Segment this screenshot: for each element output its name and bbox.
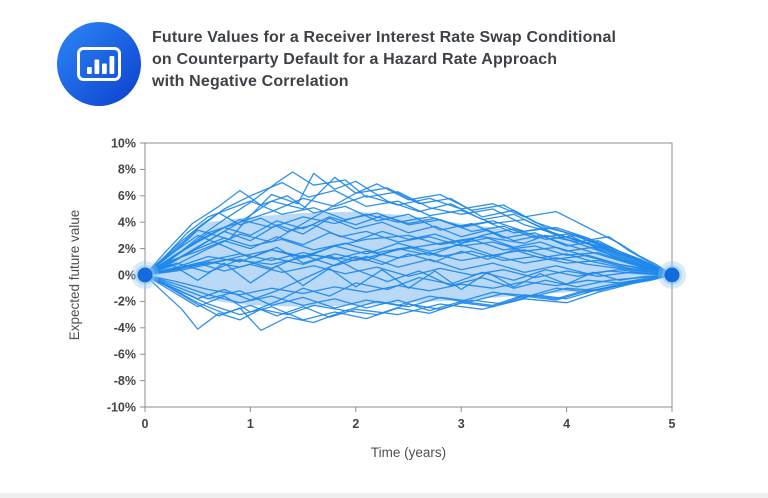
simulation-path [144,234,673,276]
icon-bar [87,67,92,74]
x-tick-label: 5 [669,417,676,431]
simulation-path [144,254,673,276]
y-tick-label: -4% [114,321,136,335]
bar-chart-icon [57,22,141,106]
simulation-path [144,212,673,276]
simulation-paths [144,171,673,332]
x-tick-label: 0 [142,417,149,431]
y-tick-label: 0% [118,268,136,282]
spaghetti-chart: 10% 8% 6% 4% 2% 0% -2% -4% -6% -8% -10% 0 1 2 3 4 5 Time … [67,136,686,460]
x-tick-label: 1 [247,417,254,431]
chart-area: 10% 8% 6% 4% 2% 0% -2% -4% -6% -8% -10% 0 1 2 3 4 5 Time … [0,120,768,493]
x-tick-label: 2 [352,417,359,431]
simulation-path [144,249,673,301]
simulation-path [144,234,673,289]
simulation-path [144,262,673,291]
y-axis-title: Expected future value [67,210,82,341]
simulation-path [144,269,673,313]
page-title: Future Values for a Receiver Interest Ra… [152,27,732,93]
y-tick-label: 8% [118,163,136,177]
tick-labels: 10% 8% 6% 4% 2% 0% -2% -4% -6% -8% -10% 0 1 2 3 4 5 [107,136,676,431]
title-line-2: on Counterparty Default for a Hazard Rat… [152,51,558,68]
y-tick-label: 6% [118,189,136,203]
bar-chart-icon-svg [57,22,141,106]
endpoint-dot [137,267,153,283]
x-tick-label: 4 [563,417,570,431]
simulation-path [144,228,673,276]
icon-bar [94,59,100,74]
y-tick-label: -10% [107,400,136,414]
x-axis-title: Time (years) [371,445,446,460]
icon-frame [77,47,121,81]
simulation-path [144,237,673,276]
simulation-path [144,213,673,276]
y-tick-label: 4% [118,216,136,230]
simulation-path [144,171,673,276]
simulation-path [144,230,673,276]
simulation-path [144,181,673,276]
y-tick-label: -2% [114,295,136,309]
simulation-path [144,214,673,276]
simulation-path [144,274,673,318]
simulation-path [144,234,673,276]
simulation-path [144,262,673,279]
simulation-path [144,200,673,276]
title-line-3: with Negative Correlation [152,73,349,90]
figure-header: Future Values for a Receiver Interest Ra… [0,0,768,118]
y-tick-label: 2% [118,242,136,256]
y-tick-label: 10% [111,136,136,150]
x-tick-label: 3 [458,417,465,431]
endpoint-dot [664,267,680,283]
icon-bar [102,63,107,74]
y-tick-label: -6% [114,348,136,362]
icon-bar [109,56,115,74]
page-bottom-edge [0,493,768,498]
y-tick-label: -8% [114,374,136,388]
simulation-path [144,274,673,312]
title-line-1: Future Values for a Receiver Interest Ra… [152,29,617,46]
